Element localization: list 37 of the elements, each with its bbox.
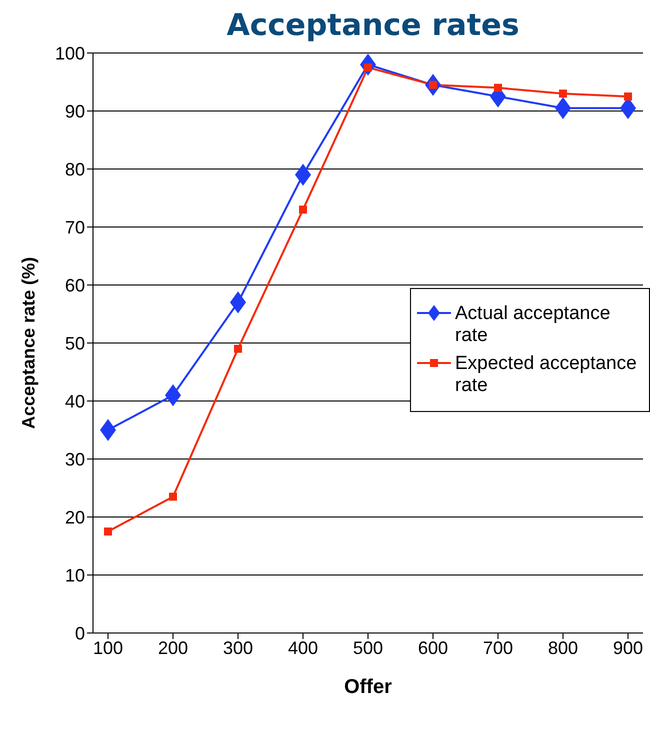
point	[624, 92, 632, 100]
x-tick-label: 600	[418, 638, 448, 658]
point	[165, 384, 181, 406]
point	[169, 492, 177, 501]
y-tick-label: 50	[64, 333, 85, 354]
y-tick-label: 40	[64, 391, 85, 412]
x-tick-label: 400	[288, 638, 318, 658]
y-tick-label: 90	[64, 101, 85, 122]
x-tick-label: 800	[548, 638, 578, 658]
y-tick-label: 100	[54, 43, 85, 64]
x-tick-label: 100	[92, 638, 124, 658]
legend-label: Actual acceptance rate	[455, 303, 612, 347]
x-axis-title: Offer	[344, 676, 392, 698]
y-tick-label: 70	[64, 217, 85, 238]
x-tick-label: 300	[222, 638, 254, 658]
y-tick-label: 60	[64, 275, 85, 296]
x-tick-label: 200	[158, 638, 188, 658]
y-tick-label: 10	[64, 565, 85, 586]
point	[104, 528, 112, 536]
point	[234, 344, 242, 353]
y-tick-label: 20	[64, 507, 85, 528]
point	[295, 164, 311, 186]
chart-title: Acceptance rates	[226, 8, 520, 43]
legend-label: Expected acceptance rate	[455, 353, 638, 397]
x-tick-label: 500	[352, 638, 384, 658]
point	[230, 291, 246, 314]
x-tick-label: 700	[482, 638, 514, 658]
point	[100, 419, 116, 441]
y-tick-label: 30	[64, 449, 85, 470]
point	[555, 97, 571, 120]
y-tick-label: 0	[74, 623, 85, 644]
point	[494, 84, 502, 92]
y-tick-label: 80	[64, 159, 85, 180]
x-tick-label: 900	[612, 638, 644, 658]
point	[299, 206, 307, 214]
point	[559, 90, 567, 98]
y-axis-title: Acceptance rate (%)	[18, 256, 38, 430]
